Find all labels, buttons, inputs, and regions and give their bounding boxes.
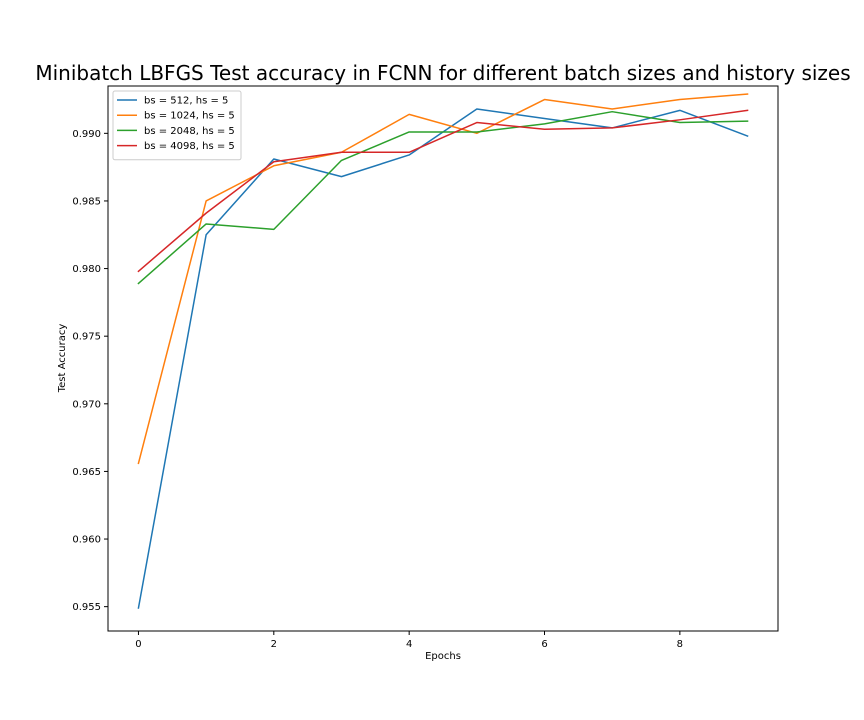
x-tick-label: 2: [271, 639, 277, 650]
series-line-3: [137, 110, 749, 285]
x-axis-label: Epochs: [425, 651, 461, 662]
y-tick-label: 0.965: [72, 467, 101, 478]
y-tick-label: 0.980: [72, 264, 101, 275]
legend-label: bs = 2048, hs = 5: [144, 126, 235, 137]
legend-label: bs = 4098, hs = 5: [144, 141, 235, 152]
legend: bs = 512, hs = 5 bs = 1024, hs = 5 bs = 20…: [112, 90, 242, 161]
plot-area: [107, 85, 779, 632]
y-axis: 0.955 0.960 0.965 0.970 0.975 0.980 0.985 0.990: [72, 129, 108, 613]
y-tick-label: 0.955: [72, 602, 101, 613]
legend-label: bs = 512, hs = 5: [144, 96, 228, 107]
x-tick-label: 6: [541, 639, 547, 650]
x-tick-label: 0: [135, 639, 141, 650]
legend-label: bs = 1024, hs = 5: [144, 111, 235, 122]
series-line-4: [137, 109, 749, 273]
y-tick-label: 0.985: [72, 196, 101, 207]
y-tick-label: 0.960: [72, 535, 101, 546]
series-layer: [137, 93, 749, 609]
y-tick-label: 0.970: [72, 399, 101, 410]
x-tick-label: 4: [406, 639, 412, 650]
y-tick-label: 0.975: [72, 332, 101, 343]
y-axis-label: Test Accuracy: [57, 324, 68, 394]
y-tick-label: 0.990: [72, 129, 101, 140]
x-axis: 0 2 4 6 8: [135, 631, 683, 650]
legend-box: [112, 90, 242, 161]
series-line-2: [137, 93, 749, 465]
x-tick-label: 8: [677, 639, 683, 650]
chart-title: Minibatch LBFGS Test accuracy in FCNN fo…: [35, 61, 850, 85]
